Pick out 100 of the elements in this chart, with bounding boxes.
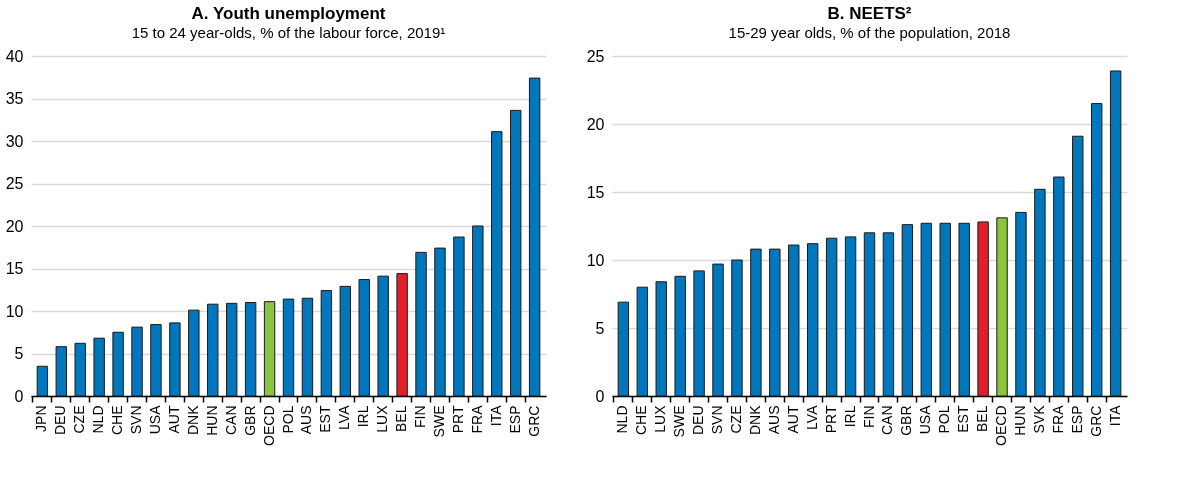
bar (396, 273, 408, 397)
bar (415, 251, 427, 397)
x-tick-label: EST (955, 405, 972, 433)
x-tick-label: AUT (784, 405, 801, 434)
bar (844, 236, 857, 397)
bar (55, 346, 67, 397)
x-tick-label: BEL (974, 405, 991, 432)
bar (528, 77, 541, 397)
bar (636, 286, 648, 397)
chart-title: B. NEETS² (827, 4, 912, 23)
bar (169, 322, 181, 397)
bar (131, 326, 143, 397)
bar (301, 297, 314, 397)
bar (958, 222, 970, 397)
bar (1034, 188, 1046, 397)
x-tick-label: USA (146, 404, 163, 435)
x-tick-label: ESP (1068, 405, 1085, 434)
y-tick-label: 5 (14, 345, 24, 362)
x-tick-label: AUT (165, 405, 182, 434)
x-tick-label: OECD (993, 405, 1010, 446)
y-tick-label: 20 (586, 115, 605, 133)
bar (977, 221, 989, 397)
chart-subtitle: 15-29 year olds, % of the population, 2018 (728, 24, 1011, 41)
x-tick-label: POL (279, 405, 296, 434)
x-tick-label: FRA (468, 404, 485, 434)
y-tick-label: 20 (5, 217, 24, 235)
bar (377, 275, 389, 397)
x-tick-label: GRC (525, 405, 542, 437)
bar (320, 290, 333, 397)
bar (225, 302, 238, 397)
bar (36, 365, 49, 397)
x-tick-label: SVK (1030, 404, 1047, 434)
x-tick-label: OECD (260, 405, 277, 446)
x-tick-label: POL (936, 405, 953, 434)
x-tick-label: EST (317, 405, 334, 433)
x-tick-label: PRT (449, 405, 466, 434)
bar (244, 302, 257, 397)
bar (1109, 70, 1122, 397)
x-tick-label: CZE (71, 405, 88, 434)
x-tick-label: AUS (765, 405, 782, 435)
x-tick-label: DNK (184, 404, 201, 436)
y-tick-label: 15 (586, 183, 605, 201)
bar (263, 301, 276, 397)
bar (769, 248, 781, 397)
y-tick-label: 30 (5, 132, 24, 150)
x-tick-label: AUS (298, 405, 315, 435)
bar (712, 263, 724, 397)
bar (150, 324, 162, 397)
x-tick-label: LUX (652, 404, 669, 433)
x-tick-label: GBR (898, 405, 915, 436)
x-tick-label: GBR (241, 405, 258, 436)
y-tick-label: 10 (586, 251, 605, 269)
x-tick-label: SWE (671, 405, 688, 438)
y-tick-label: 15 (5, 260, 24, 277)
x-tick-label: CAN (222, 405, 239, 436)
x-tick-label: CAN (879, 405, 896, 436)
x-tick-label: DNK (746, 404, 763, 436)
x-tick-label: ITA (487, 404, 504, 427)
y-tick-label: 25 (586, 47, 605, 65)
y-tick-label: 35 (5, 90, 24, 107)
bar (339, 285, 352, 397)
bar (1072, 135, 1084, 397)
bar (655, 281, 667, 397)
x-tick-label: SVN (709, 405, 726, 435)
bar (434, 247, 446, 397)
bar (358, 279, 370, 397)
bar (74, 342, 86, 397)
bar (882, 232, 895, 397)
x-tick-label: DEU (690, 405, 707, 436)
bar (920, 222, 933, 397)
x-tick-label: LVA (803, 404, 820, 430)
x-tick-label: FIN (860, 405, 877, 429)
x-tick-label: LVA (336, 404, 353, 430)
x-tick-label: IRL (355, 405, 372, 428)
bar (806, 243, 819, 397)
x-tick-label: ESP (506, 405, 523, 434)
y-tick-label: 10 (5, 302, 24, 320)
y-tick-label: 0 (595, 387, 605, 405)
bar (1053, 176, 1065, 397)
bar (901, 224, 914, 397)
x-tick-label: CZE (727, 405, 744, 434)
bar (510, 109, 522, 397)
bar (207, 303, 219, 397)
x-tick-label: PRT (822, 405, 839, 434)
bar (112, 331, 124, 397)
bar (491, 131, 503, 397)
bar (1015, 211, 1027, 397)
x-tick-label: SWE (430, 405, 447, 438)
x-tick-label: USA (917, 404, 934, 435)
x-tick-label: GRC (1087, 405, 1104, 437)
bar (188, 309, 200, 397)
y-tick-label: 25 (5, 175, 24, 192)
bar (825, 237, 838, 397)
x-tick-label: IRL (841, 405, 858, 428)
x-tick-label: LUX (374, 404, 391, 433)
bar (863, 232, 876, 397)
bar (1091, 103, 1103, 397)
bar (693, 270, 705, 397)
x-tick-label: ITA (1106, 404, 1123, 427)
bar (788, 244, 800, 397)
